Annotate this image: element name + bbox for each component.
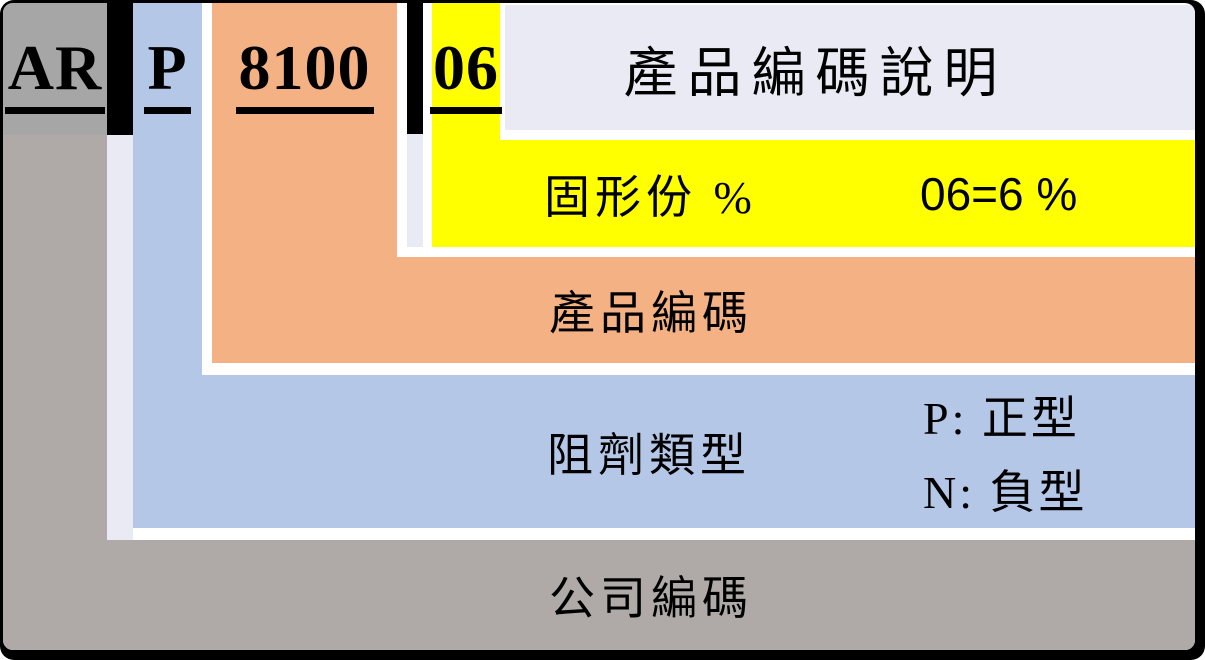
resist-type-option-positive: P: 正型	[923, 392, 1080, 444]
company-code-text: AR	[4, 36, 106, 114]
product-code-text: 8100	[235, 36, 374, 114]
code-cell-company: AR	[3, 3, 107, 135]
divider-strip-left	[107, 135, 133, 540]
code-cell-product: 8100	[212, 3, 397, 135]
code-cell-resist-type: P	[133, 3, 202, 135]
resist-type-options: P: 正型 N: 負型	[923, 382, 1088, 522]
code-separator-left	[107, 3, 133, 135]
resist-type-label: 阻劑類型	[547, 429, 751, 481]
resist-type-code-text: P	[144, 36, 191, 114]
company-label: 公司編碼	[549, 573, 753, 624]
resist-type-option-negative: N: 負型	[923, 466, 1088, 518]
company-row: 公司編碼	[3, 540, 1195, 650]
code-cell-solid-content: 06	[430, 3, 502, 135]
solid-content-label: 固形份 %	[544, 171, 757, 223]
product-code-label: 產品編碼	[549, 288, 753, 339]
code-separator-right	[407, 3, 423, 134]
product-code-row: 產品編碼	[212, 257, 1195, 363]
solid-content-row: 固形份 % 06=6 %	[432, 140, 1195, 247]
title-panel: 產品編碼說明	[505, 5, 1195, 130]
page-title: 產品編碼說明	[623, 43, 1008, 103]
resist-type-row: 阻劑類型 P: 正型 N: 負型	[133, 375, 1195, 528]
solid-content-example: 06=6 %	[920, 167, 1078, 220]
solid-content-code-text: 06	[430, 36, 502, 114]
divider-strip-right	[407, 134, 423, 247]
diagram-canvas: 固形份 % 06=6 % 產品編碼 阻劑類型 P: 正型 N: 負型 公司編碼 …	[3, 3, 1195, 650]
